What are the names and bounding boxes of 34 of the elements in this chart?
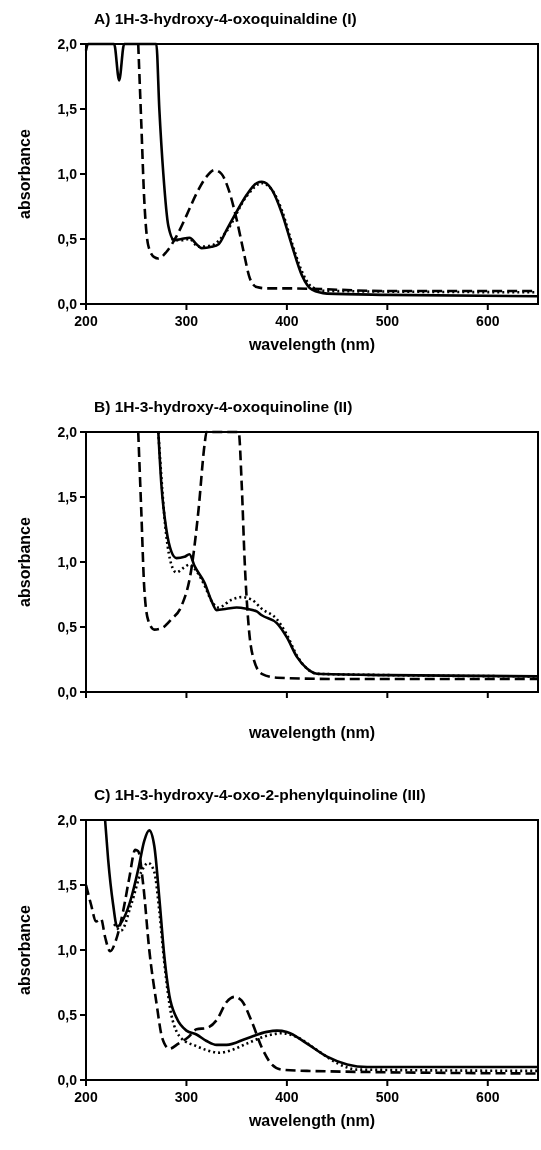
y-tick-label: 0,0 [57,683,78,700]
x-tick-label: 600 [476,1089,500,1105]
y-tick-label: 1,0 [57,553,78,570]
x-tick-label: 500 [375,313,400,329]
x-tick-label: 400 [275,313,299,329]
y-tick-label: 0,5 [57,618,78,635]
y-tick-label: 0,0 [57,295,78,312]
chart-title: A) 1H-3-hydroxy-4-oxoquinaldine (I) [94,10,357,27]
x-tick-label: 600 [476,313,500,329]
y-tick-label: 1,0 [57,165,78,182]
x-tick-label: 500 [375,1089,400,1105]
chart-title: B) 1H-3-hydroxy-4-oxoquinoline (II) [94,398,353,415]
x-tick-label: 200 [74,313,98,329]
x-tick-label: 400 [275,1089,299,1105]
y-tick-label: 0,5 [57,1006,78,1023]
y-tick-label: 2,0 [57,811,78,828]
y-tick-label: 0,0 [57,1071,78,1088]
y-axis-title: absorbance [16,904,33,995]
y-tick-label: 2,0 [57,35,78,52]
y-tick-label: 1,5 [57,100,78,117]
x-axis-title: wavelength (nm) [247,1112,376,1129]
chart-title: C) 1H-3-hydroxy-4-oxo-2-phenylquinoline (III) [94,786,426,803]
y-tick-label: 2,0 [57,423,78,440]
y-tick-label: 1,5 [57,488,78,505]
y-tick-label: 0,5 [57,230,78,247]
y-tick-label: 1,0 [57,941,78,958]
y-axis-title: absorbance [16,128,33,219]
y-tick-label: 1,5 [57,876,78,893]
y-axis-title: absorbance [16,516,33,607]
x-tick-label: 300 [174,313,199,329]
x-axis-title: wavelength (nm) [247,724,376,741]
x-axis-title: wavelength (nm) [247,336,376,353]
x-tick-label: 300 [174,1089,199,1105]
x-tick-label: 200 [74,1089,98,1105]
